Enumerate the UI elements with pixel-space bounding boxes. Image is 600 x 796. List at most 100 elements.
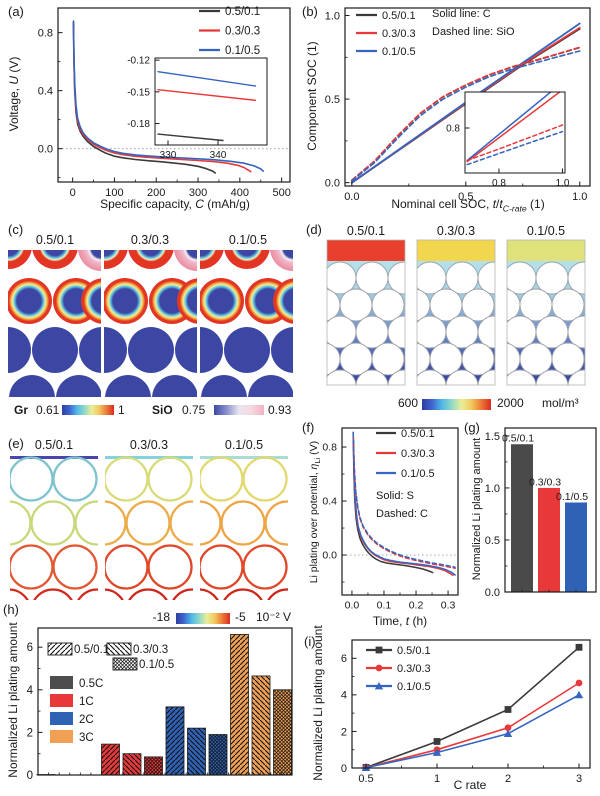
svg-text:-0.18: -0.18 <box>127 119 150 130</box>
panel-e-label: (e) <box>8 436 24 451</box>
svg-text:0.1/0.5: 0.1/0.5 <box>139 659 174 671</box>
panel-c-label: (c) <box>8 222 24 237</box>
svg-text:-0.12: -0.12 <box>127 56 150 67</box>
svg-text:0.5: 0.5 <box>458 191 473 203</box>
sio-colorbar-max: 0.93 <box>268 403 292 417</box>
svg-text:0.8: 0.8 <box>492 178 506 189</box>
svg-text:0.1/0.5: 0.1/0.5 <box>382 46 416 58</box>
svg-text:0.5/0.1: 0.5/0.1 <box>74 644 109 656</box>
panel-b: 0.0 0.5 1.0 0.0 0.5 1.0 0.5/0.1 0.3/0.3 0.1/0.5 0… <box>300 0 600 216</box>
panel-g-ylabel: Normalized Li plating amount <box>471 437 483 581</box>
svg-text:2: 2 <box>505 773 511 785</box>
svg-text:0.1/0.5: 0.1/0.5 <box>401 468 435 480</box>
panel-e-title-3: 0.1/0.5 <box>224 438 264 452</box>
svg-text:-0.15: -0.15 <box>127 87 150 98</box>
panel-b-xlabel: Nominal cell SOC, t/tC-rate (1) <box>391 197 545 214</box>
gr-colorbar-label: Gr <box>14 403 29 417</box>
panel-d: (d) 0.5/0.1 0.3/0.3 0.1/0.5 600 2000 mol… <box>300 212 600 418</box>
svg-text:0.1: 0.1 <box>377 600 392 612</box>
svg-text:0.5C: 0.5C <box>79 678 103 690</box>
gr-colorbar-min: 0.61 <box>36 403 60 417</box>
gr-colorbar <box>62 405 114 415</box>
panel-d-title-2: 0.3/0.3 <box>436 224 476 238</box>
panel-a-xlabel: Specific capacity, C (mAh/g) <box>100 197 250 211</box>
svg-text:0.0: 0.0 <box>322 550 337 562</box>
svg-text:6: 6 <box>341 653 347 665</box>
svg-text:0.2: 0.2 <box>409 600 424 612</box>
svg-text:300: 300 <box>189 187 207 199</box>
panel-h-label: (h) <box>3 602 19 617</box>
panel-f-xlabel: Time, t (h) <box>372 614 428 628</box>
svg-text:4: 4 <box>27 685 34 697</box>
panel-b-label: (b) <box>302 4 318 19</box>
svg-text:0.4: 0.4 <box>322 496 337 508</box>
svg-text:0.5/0.1: 0.5/0.1 <box>502 433 534 445</box>
panel-i-xlabel: C rate <box>453 778 487 792</box>
svg-text:3C: 3C <box>79 732 94 744</box>
sio-colorbar-min: 0.75 <box>182 403 206 417</box>
svg-text:0.0: 0.0 <box>345 600 360 612</box>
panel-e: (e) 0.5/0.1 0.3/0.3 0.1/0.5 -18 -5 10⁻² … <box>0 418 300 628</box>
svg-text:0.5/0.1: 0.5/0.1 <box>397 645 431 657</box>
panel-i-ylabel: Normalized Li plating amount <box>311 625 325 781</box>
svg-text:2C: 2C <box>79 714 94 726</box>
svg-text:0.0: 0.0 <box>38 144 53 156</box>
svg-text:6: 6 <box>27 642 33 654</box>
panel-f-ylabel: Li plating over potential, ηLi (V) <box>307 440 323 584</box>
conc-colorbar-unit: mol/m³ <box>542 396 579 410</box>
svg-text:4: 4 <box>341 690 347 702</box>
svg-text:0.1/0.5: 0.1/0.5 <box>556 491 588 503</box>
svg-text:340: 340 <box>210 150 227 161</box>
svg-text:0.5/0.1: 0.5/0.1 <box>382 10 416 22</box>
svg-text:2: 2 <box>341 726 347 738</box>
svg-text:0.5: 0.5 <box>358 773 373 785</box>
svg-text:0.8: 0.8 <box>38 28 53 40</box>
panel-b-annotation-dashed: Dashed line: SiO <box>432 26 515 38</box>
sio-colorbar-label: SiO <box>152 403 173 417</box>
panel-g-chart: 0.5/0.1 0.3/0.3 0.1/0.5 0.0 0.5 1.0 1.5 <box>485 427 597 599</box>
panel-d-title-1: 0.5/0.1 <box>346 224 386 238</box>
panel-f: 0.0 0.1 0.2 0.3 0.0 0.4 0.8 0.5/0.1 0.3/0.3 0.1/0… <box>300 418 462 630</box>
panel-f-annotation-solid: Solid: S <box>376 490 414 502</box>
svg-text:0: 0 <box>341 763 347 775</box>
conc-colorbar-min: 600 <box>397 396 418 410</box>
svg-text:500: 500 <box>272 187 290 199</box>
panel-i-label: (i) <box>304 634 316 649</box>
conc-colorbar-max: 2000 <box>497 396 524 410</box>
panel-e-contours <box>10 456 288 600</box>
panel-e-title-1: 0.5/0.1 <box>34 438 74 452</box>
svg-text:0.5/0.1: 0.5/0.1 <box>225 6 260 18</box>
panel-a: 0 100 200 300 400 500 0.0 0.4 0.8 0.5/0.1 0.3/0.3 0… <box>0 0 300 216</box>
panel-b-chart: 0.0 0.5 1.0 0.0 0.5 1.0 0.5/0.1 0.3/0.3 0.1/0.5 0… <box>325 7 591 203</box>
svg-text:3: 3 <box>576 773 582 785</box>
svg-text:0.5: 0.5 <box>485 535 500 547</box>
panel-c-title-2: 0.3/0.3 <box>130 233 170 247</box>
svg-text:1.0: 1.0 <box>325 10 340 22</box>
panel-g-label: (g) <box>464 420 480 435</box>
panel-h-ylabel: Normalized Li plating amount <box>6 622 20 778</box>
svg-text:0.3/0.3: 0.3/0.3 <box>397 663 431 675</box>
panel-h: 0 2 4 6 0.5/0.1 0.3/0.3 0.1/0.5 0.5C 1C 2C 3C (h) … <box>0 598 300 796</box>
svg-text:100: 100 <box>105 187 123 199</box>
svg-text:0: 0 <box>27 770 33 782</box>
panel-d-heatmaps <box>326 239 586 386</box>
panel-i-chart: 0.5 1 2 3 0 2 4 6 0.5/0.1 0.3/0.3 0.1/0.5 <box>341 639 591 785</box>
svg-text:0.5: 0.5 <box>325 94 340 106</box>
svg-text:0.4: 0.4 <box>38 86 53 98</box>
svg-text:0.0: 0.0 <box>485 587 500 599</box>
svg-text:0.1/0.5: 0.1/0.5 <box>397 681 431 693</box>
panel-b-ylabel: Component SOC (1) <box>305 41 319 151</box>
overpot-colorbar-max: -5 <box>235 610 246 624</box>
panel-f-annotation-dashed: Dashed: C <box>376 508 428 520</box>
svg-text:0.3/0.3: 0.3/0.3 <box>401 448 435 460</box>
panel-c-title-1: 0.5/0.1 <box>35 233 75 247</box>
panel-a-label: (a) <box>8 4 24 19</box>
panel-f-chart: 0.0 0.1 0.2 0.3 0.0 0.4 0.8 0.5/0.1 0.3/0.3 0.1/0… <box>322 427 459 612</box>
panel-f-label: (f) <box>302 420 315 435</box>
panel-h-chart: 0 2 4 6 0.5/0.1 0.3/0.3 0.1/0.5 0.5C 1C 2C 3C <box>27 627 293 782</box>
svg-text:0.0: 0.0 <box>325 178 340 190</box>
svg-text:0.3/0.3: 0.3/0.3 <box>529 476 561 488</box>
svg-text:0.3/0.3: 0.3/0.3 <box>382 28 416 40</box>
svg-text:200: 200 <box>147 187 165 199</box>
